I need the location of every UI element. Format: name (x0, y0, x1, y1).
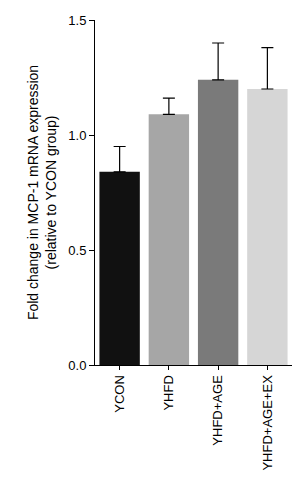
svg-text:YHFD+AGE: YHFD+AGE (210, 375, 225, 446)
svg-text:YCON: YCON (112, 375, 127, 413)
svg-text:1.5: 1.5 (68, 13, 86, 28)
svg-text:0.5: 0.5 (68, 243, 86, 258)
svg-text:1.0: 1.0 (68, 128, 86, 143)
svg-text:Fold change in MCP-1 mRNA expr: Fold change in MCP-1 mRNA expression(rel… (25, 65, 59, 320)
svg-text:YHFD+AGE+EX: YHFD+AGE+EX (260, 375, 275, 471)
svg-text:0.0: 0.0 (68, 358, 86, 373)
svg-text:YHFD: YHFD (161, 375, 176, 410)
